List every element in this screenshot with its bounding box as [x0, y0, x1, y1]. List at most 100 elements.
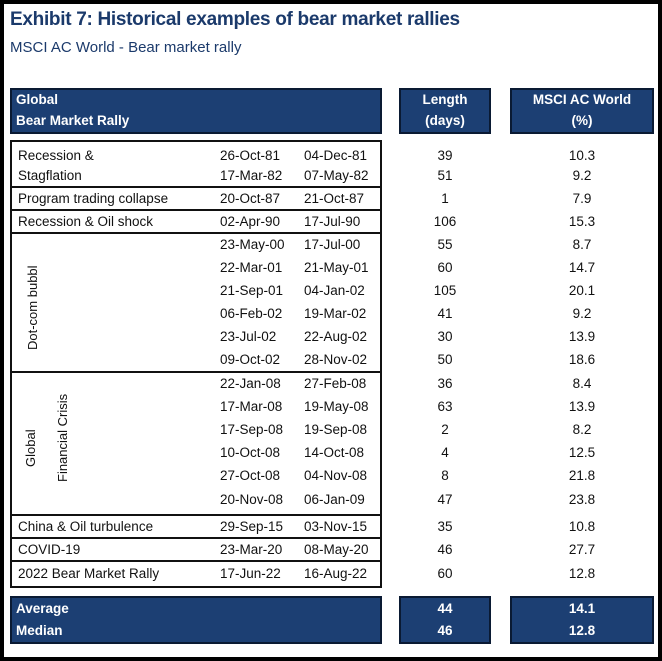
row-start-date: 23-May-00	[220, 237, 285, 252]
row-msci-return: 8.4	[572, 376, 592, 391]
row-msci-return: 12.5	[568, 445, 596, 460]
row-end-date: 03-Nov-15	[304, 519, 368, 534]
rally-table: Recession & Stagflation Program trading …	[10, 140, 382, 588]
row-length: 41	[437, 306, 453, 321]
row-msci-return: 9.2	[572, 306, 592, 321]
row-start-date: 21-Sep-01	[220, 283, 284, 298]
exhibit-title: Exhibit 7: Historical examples of bear m…	[10, 9, 460, 30]
row-end-date: 28-Nov-02	[304, 352, 368, 367]
row-length: 35	[437, 519, 453, 534]
row-start-date: 20-Oct-87	[220, 191, 281, 206]
row-start-date: 20-Nov-08	[220, 492, 284, 507]
group-china-oil: China & Oil turbulence	[18, 519, 154, 534]
summary-length: 44 46	[399, 596, 491, 644]
header-length-line1: Length	[422, 92, 468, 107]
row-msci-return: 9.2	[572, 168, 592, 183]
separator	[12, 514, 380, 516]
row-msci-return: 15.3	[568, 214, 596, 229]
row-length: 60	[437, 260, 453, 275]
group-gfc-line1: Global	[23, 429, 38, 467]
group-recession-line2: Stagflation	[18, 168, 82, 183]
row-length: 63	[437, 399, 453, 414]
row-end-date: 04-Dec-81	[304, 148, 368, 163]
row-length: 106	[433, 214, 457, 229]
row-end-date: 17-Jul-00	[304, 237, 361, 252]
separator	[12, 537, 380, 539]
row-start-date: 17-Mar-08	[220, 399, 283, 414]
row-msci-return: 14.7	[568, 260, 596, 275]
row-end-date: 19-Sep-08	[304, 422, 368, 437]
row-end-date: 04-Jan-02	[304, 283, 365, 298]
separator	[12, 209, 380, 211]
header-msci-line2: (%)	[571, 113, 593, 128]
header-rally-column: Global Bear Market Rally	[10, 88, 382, 134]
row-end-date: 04-Nov-08	[304, 468, 368, 483]
exhibit-subtitle: MSCI AC World - Bear market rally	[10, 39, 242, 56]
row-length: 2	[441, 422, 449, 437]
average-label: Average	[16, 601, 69, 616]
row-length: 50	[437, 352, 453, 367]
row-length: 105	[433, 283, 457, 298]
row-start-date: 22-Jan-08	[220, 376, 281, 391]
row-start-date: 09-Oct-02	[220, 352, 281, 367]
group-recession-line1: Recession &	[18, 148, 94, 163]
row-end-date: 06-Jan-09	[304, 492, 365, 507]
separator	[12, 232, 380, 234]
row-msci-return: 18.6	[568, 352, 596, 367]
row-start-date: 17-Jun-22	[220, 566, 281, 581]
row-start-date: 06-Feb-02	[220, 306, 283, 321]
row-end-date: 14-Oct-08	[304, 445, 365, 460]
row-end-date: 22-Aug-02	[304, 329, 368, 344]
header-rally-line1: Global	[16, 92, 59, 107]
row-length: 4	[441, 445, 449, 460]
row-start-date: 10-Oct-08	[220, 445, 281, 460]
row-start-date: 22-Mar-01	[220, 260, 283, 275]
row-msci-return: 20.1	[568, 283, 596, 298]
row-length: 30	[437, 329, 453, 344]
average-msci: 14.1	[568, 601, 596, 616]
group-oil-shock: Recession & Oil shock	[18, 214, 154, 229]
row-end-date: 17-Jul-90	[304, 214, 361, 229]
median-label: Median	[16, 623, 63, 638]
row-length: 36	[437, 376, 453, 391]
group-dotcom: Dot-com bubbl	[25, 265, 40, 350]
row-end-date: 21-May-01	[304, 260, 369, 275]
row-msci-return: 12.8	[568, 566, 596, 581]
row-msci-return: 7.9	[572, 191, 592, 206]
separator	[12, 186, 380, 188]
row-msci-return: 8.2	[572, 422, 592, 437]
row-start-date: 23-Jul-02	[220, 329, 277, 344]
header-msci-line1: MSCI AC World	[532, 92, 632, 107]
row-length: 60	[437, 566, 453, 581]
summary-labels: Average Median	[10, 596, 382, 644]
row-msci-return: 23.8	[568, 492, 596, 507]
row-end-date: 19-May-08	[304, 399, 369, 414]
row-start-date: 02-Apr-90	[220, 214, 281, 229]
group-program-trading: Program trading collapse	[18, 191, 169, 206]
median-msci: 12.8	[568, 623, 596, 638]
row-start-date: 27-Oct-08	[220, 468, 281, 483]
exhibit-page: Exhibit 7: Historical examples of bear m…	[4, 4, 658, 657]
group-2022-rally: 2022 Bear Market Rally	[18, 566, 160, 581]
median-length: 46	[437, 623, 453, 638]
row-start-date: 17-Sep-08	[220, 422, 284, 437]
row-end-date: 27-Feb-08	[304, 376, 367, 391]
header-msci-column: MSCI AC World (%)	[510, 88, 654, 134]
row-msci-return: 27.7	[568, 542, 596, 557]
row-msci-return: 21.8	[568, 468, 596, 483]
row-end-date: 07-May-82	[304, 168, 369, 183]
row-end-date: 08-May-20	[304, 542, 369, 557]
row-length: 46	[437, 542, 453, 557]
header-length-column: Length (days)	[399, 88, 491, 134]
row-length: 39	[437, 148, 453, 163]
row-msci-return: 10.3	[568, 148, 596, 163]
group-gfc-line2: Financial Crisis	[55, 393, 70, 482]
row-end-date: 19-Mar-02	[304, 306, 367, 321]
row-length: 1	[441, 191, 449, 206]
row-msci-return: 13.9	[568, 399, 596, 414]
row-msci-return: 10.8	[568, 519, 596, 534]
row-start-date: 26-Oct-81	[220, 148, 281, 163]
summary-msci: 14.1 12.8	[510, 596, 654, 644]
row-msci-return: 13.9	[568, 329, 596, 344]
row-start-date: 17-Mar-82	[220, 168, 283, 183]
